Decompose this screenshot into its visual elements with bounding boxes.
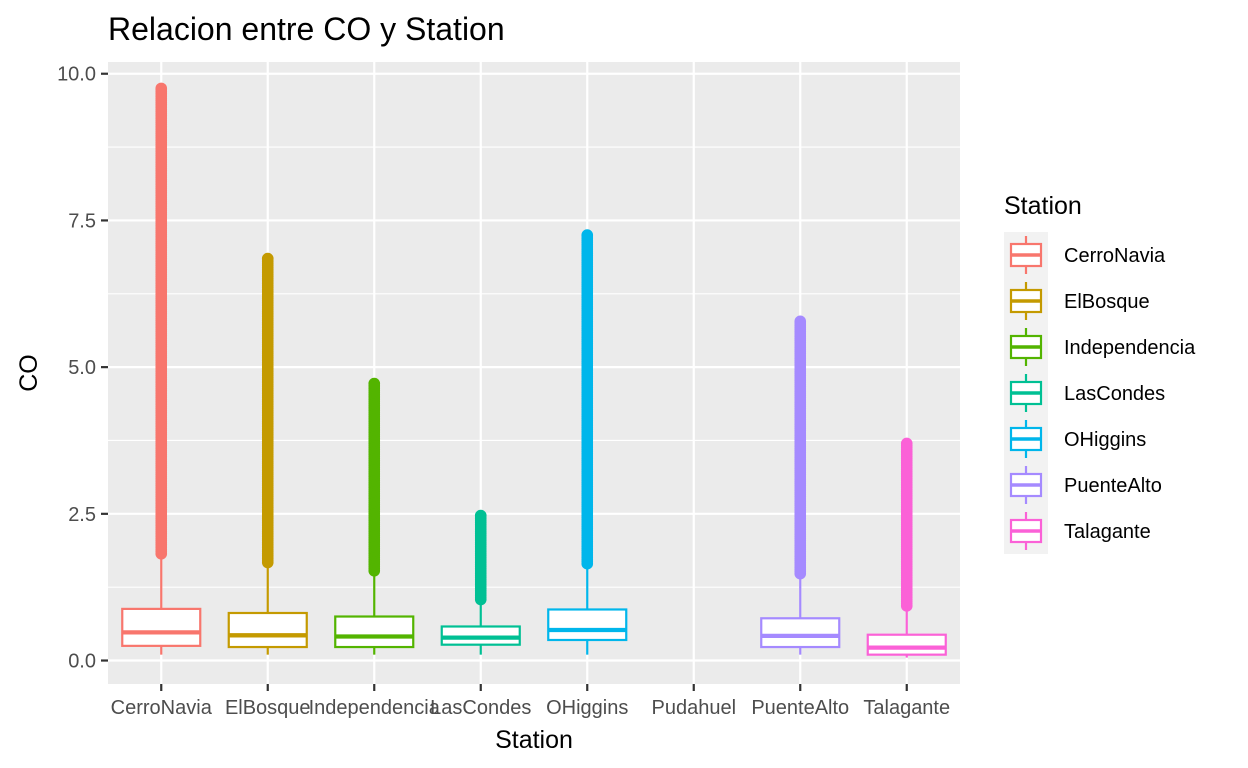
plot-panel	[108, 62, 960, 684]
legend-label: PuenteAlto	[1064, 475, 1162, 497]
boxplot-CerroNavia	[121, 82, 202, 655]
legend-title: Station	[1004, 192, 1082, 220]
legend-entry: OHiggins	[1009, 420, 1146, 458]
x-axis: CerroNavia ElBosqueIndependenciaLasCondes…	[111, 684, 950, 719]
outlier-point	[900, 437, 913, 450]
box	[334, 615, 415, 649]
legend-entries: CerroNavia ElBosque Independencia LasCondes…	[1009, 236, 1196, 550]
outlier-point	[155, 82, 168, 95]
outlier-point	[474, 509, 487, 522]
boxplot-LasCondes	[440, 509, 521, 655]
box	[227, 611, 308, 649]
box	[121, 607, 202, 647]
legend-entry: CerroNavia	[1009, 236, 1166, 274]
boxplot-ElBosque	[227, 252, 308, 655]
x-axis-label: Station	[495, 726, 573, 754]
x-tick-label: PuenteAlto	[751, 697, 849, 719]
outlier-point	[368, 377, 381, 390]
y-tick-label: 7.5	[68, 210, 96, 232]
legend-entry: Talagante	[1009, 512, 1151, 550]
outlier-point	[794, 315, 807, 328]
y-tick-label: 10.0	[57, 64, 96, 86]
grid-minor	[108, 146, 960, 588]
outliers	[581, 229, 594, 570]
box	[547, 608, 628, 642]
outliers	[261, 252, 274, 569]
y-tick-label: 0.0	[68, 651, 96, 673]
x-tick-label: CerroNavia	[111, 697, 213, 719]
legend-entry: PuenteAlto	[1009, 466, 1162, 504]
y-tick-label: 2.5	[68, 504, 96, 526]
box	[760, 617, 841, 649]
x-tick-label: Independencia	[309, 697, 441, 719]
legend-label: Talagante	[1064, 521, 1151, 543]
legend-label: OHiggins	[1064, 429, 1146, 451]
legend: Station CerroNavia ElBosque Independencia L…	[1004, 192, 1196, 554]
legend-entry: LasCondes	[1009, 374, 1165, 412]
y-axis: 0.0 2.5 5.0 7.5 10.0	[57, 64, 108, 673]
legend-label: CerroNavia	[1064, 245, 1166, 267]
x-tick-label: OHiggins	[546, 697, 628, 719]
boxplot-Talagante	[866, 437, 947, 658]
boxplots	[121, 82, 947, 658]
box	[866, 633, 947, 656]
outliers	[474, 509, 487, 606]
boxplot-OHiggins	[547, 229, 628, 655]
legend-label: Independencia	[1064, 337, 1196, 359]
outliers	[900, 437, 913, 612]
legend-label: LasCondes	[1064, 383, 1165, 405]
chart-title: Relacion entre CO y Station	[108, 11, 505, 47]
outlier-point	[581, 229, 594, 241]
legend-entry: ElBosque	[1009, 282, 1150, 320]
x-tick-label: LasCondes	[430, 697, 531, 719]
legend-entry: Independencia	[1009, 328, 1196, 366]
outliers	[155, 82, 168, 560]
boxplot-PuenteAlto	[760, 315, 841, 655]
legend-label: ElBosque	[1064, 291, 1150, 313]
x-tick-label: ElBosque	[225, 697, 311, 719]
outliers	[794, 315, 807, 580]
x-tick-label: Talagante	[863, 697, 950, 719]
outliers	[368, 377, 381, 577]
y-axis-label: CO	[15, 354, 43, 392]
outlier-point	[261, 252, 274, 265]
x-tick-label: Pudahuel	[651, 697, 736, 719]
boxplot-Independencia	[334, 377, 415, 655]
y-tick-label: 5.0	[68, 357, 96, 379]
